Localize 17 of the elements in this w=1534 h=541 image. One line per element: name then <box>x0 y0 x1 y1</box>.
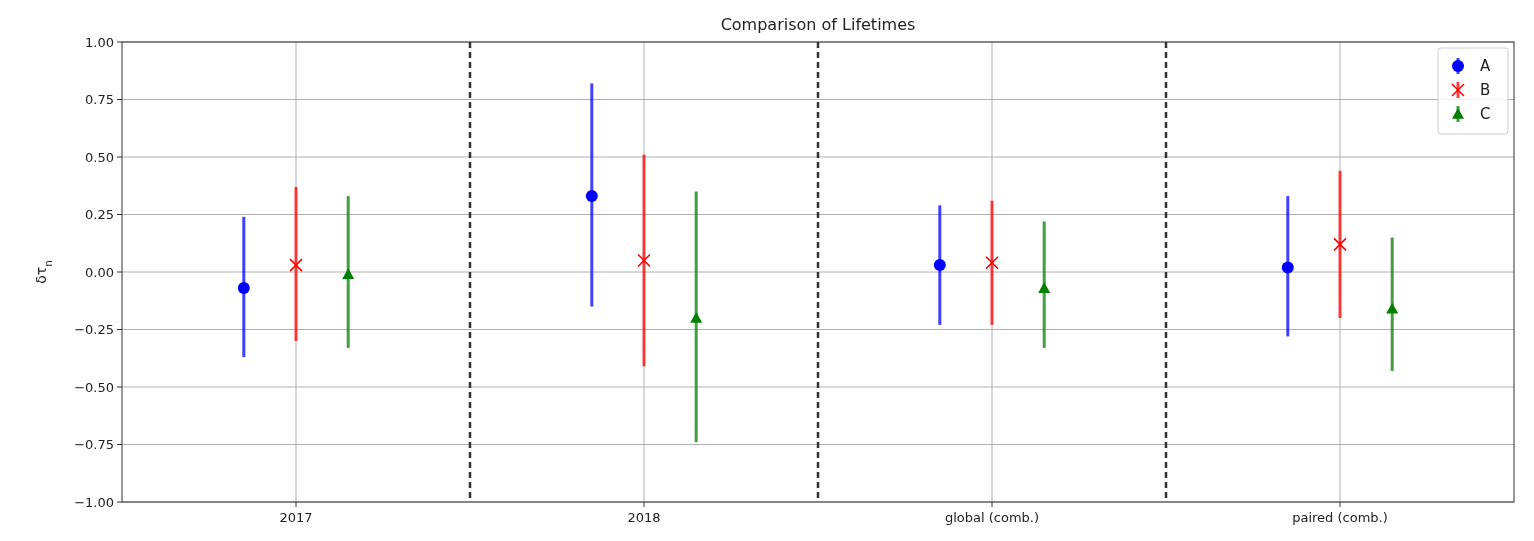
y-tick-label: 1.00 <box>85 34 114 50</box>
chart-title: Comparison of Lifetimes <box>720 15 916 34</box>
x-tick-label: 2018 <box>627 510 661 525</box>
y-tick-label: −0.25 <box>74 322 114 338</box>
legend-label: C <box>1480 105 1491 124</box>
x-tick-label: global (comb.) <box>944 510 1040 525</box>
y-tick-label: −0.50 <box>74 379 114 395</box>
legend-label: B <box>1480 81 1491 100</box>
y-tick-label: 0.00 <box>85 264 114 280</box>
x-tick-label: paired (comb.) <box>1292 510 1388 525</box>
legend-label: A <box>1480 57 1491 76</box>
x-tick-label: 2017 <box>279 510 313 525</box>
y-tick-label: 0.50 <box>85 149 114 165</box>
y-tick-label: 0.75 <box>85 92 114 108</box>
y-tick-label: −0.75 <box>74 437 114 453</box>
y-tick-label: −1.00 <box>74 494 114 510</box>
y-tick-label: 0.25 <box>85 207 114 223</box>
